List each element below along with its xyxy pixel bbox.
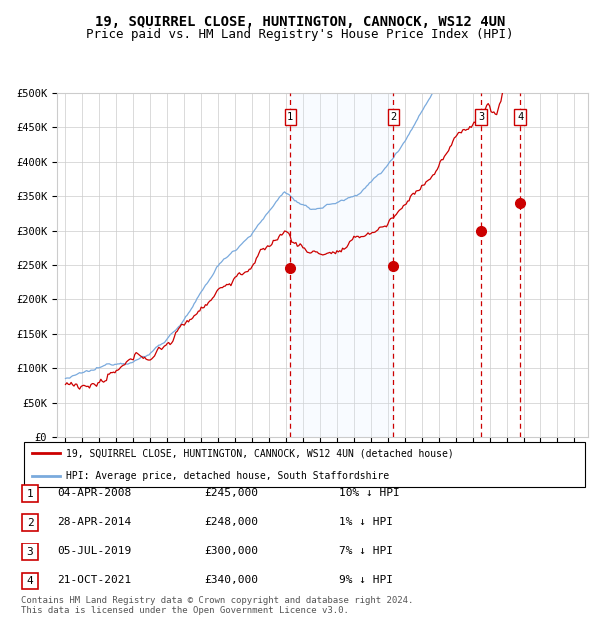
Text: 1: 1: [26, 489, 34, 498]
Text: £248,000: £248,000: [204, 517, 258, 527]
Text: 1: 1: [287, 112, 293, 122]
Text: 3: 3: [478, 112, 484, 122]
Text: 19, SQUIRREL CLOSE, HUNTINGTON, CANNOCK, WS12 4UN (detached house): 19, SQUIRREL CLOSE, HUNTINGTON, CANNOCK,…: [66, 448, 454, 458]
FancyBboxPatch shape: [22, 485, 38, 502]
Text: 4: 4: [517, 112, 523, 122]
Text: £300,000: £300,000: [204, 546, 258, 556]
Text: 10% ↓ HPI: 10% ↓ HPI: [339, 488, 400, 498]
Text: 04-APR-2008: 04-APR-2008: [57, 488, 131, 498]
Text: 9% ↓ HPI: 9% ↓ HPI: [339, 575, 393, 585]
Text: £340,000: £340,000: [204, 575, 258, 585]
Text: 21-OCT-2021: 21-OCT-2021: [57, 575, 131, 585]
Text: 19, SQUIRREL CLOSE, HUNTINGTON, CANNOCK, WS12 4UN: 19, SQUIRREL CLOSE, HUNTINGTON, CANNOCK,…: [95, 16, 505, 30]
Text: 1% ↓ HPI: 1% ↓ HPI: [339, 517, 393, 527]
FancyBboxPatch shape: [24, 442, 585, 487]
Text: 3: 3: [26, 547, 34, 557]
Text: 2: 2: [26, 518, 34, 528]
Text: 28-APR-2014: 28-APR-2014: [57, 517, 131, 527]
Text: 4: 4: [26, 576, 34, 586]
FancyBboxPatch shape: [22, 573, 38, 589]
Bar: [290, 93, 394, 437]
Text: HPI: Average price, detached house, South Staffordshire: HPI: Average price, detached house, Sout…: [66, 471, 389, 480]
Text: £245,000: £245,000: [204, 488, 258, 498]
Text: 05-JUL-2019: 05-JUL-2019: [57, 546, 131, 556]
Text: 7% ↓ HPI: 7% ↓ HPI: [339, 546, 393, 556]
Text: Contains HM Land Registry data © Crown copyright and database right 2024.
This d: Contains HM Land Registry data © Crown c…: [21, 596, 413, 615]
Text: 2: 2: [390, 112, 397, 122]
FancyBboxPatch shape: [22, 515, 38, 531]
Text: Price paid vs. HM Land Registry's House Price Index (HPI): Price paid vs. HM Land Registry's House …: [86, 28, 514, 41]
FancyBboxPatch shape: [22, 543, 38, 560]
